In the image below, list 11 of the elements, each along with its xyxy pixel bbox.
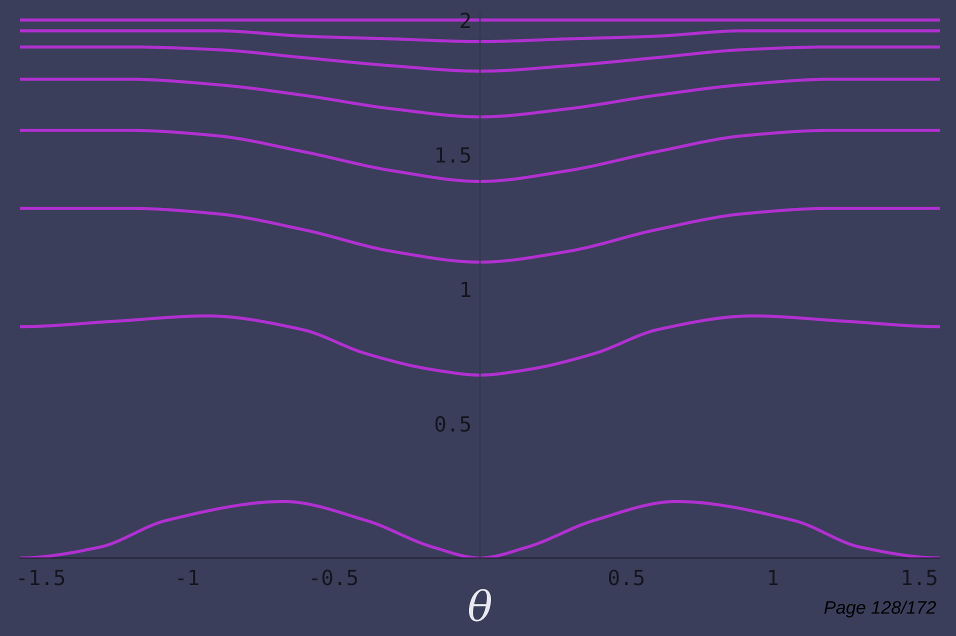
x-tick-label: -0.5 <box>312 570 357 586</box>
x-tick-label: -1.5 <box>19 570 64 586</box>
x-tick-label: 0.5 <box>608 570 644 586</box>
y-tick-label: 0.5 <box>435 416 470 432</box>
x-tick-label: -1 <box>178 570 198 586</box>
x-tick-label: 1.5 <box>902 570 936 586</box>
y-tick-label: 1.5 <box>436 147 470 163</box>
x-axis-title: θ <box>468 588 492 622</box>
x-tick-label: 1 <box>769 570 778 586</box>
y-tick-label: 1 <box>462 282 470 298</box>
text: Page 128/172 <box>824 600 936 618</box>
